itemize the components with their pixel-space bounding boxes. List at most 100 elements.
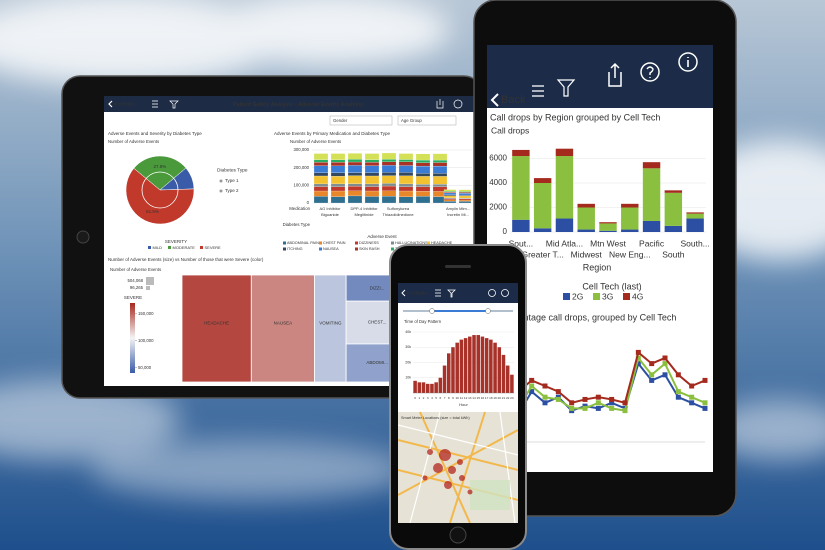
bar-segment — [364, 175, 380, 185]
legend-title: Adverse Event — [367, 234, 397, 239]
treemap-cell — [181, 274, 252, 383]
share-icon[interactable] — [436, 99, 444, 109]
legend-swatch — [283, 247, 286, 251]
legend-swatch — [391, 241, 394, 245]
line-marker — [702, 377, 708, 383]
nav-bar — [487, 45, 713, 108]
filter-icon[interactable] — [169, 100, 179, 109]
bar-segment — [330, 165, 346, 173]
bar-segment — [555, 156, 574, 219]
bar-segment — [415, 173, 431, 177]
x-tick-label: 14 — [472, 396, 476, 400]
bar-segment — [415, 191, 431, 197]
bar-segment — [347, 165, 363, 173]
legend-swatch — [283, 241, 286, 245]
treemap-label: HEADACHE — [204, 320, 229, 325]
legend-marker — [219, 189, 223, 193]
bar-segment — [347, 183, 363, 187]
x-tick-label: 9 — [452, 396, 454, 400]
bar-segment — [313, 196, 329, 204]
legend-swatch — [319, 241, 322, 245]
filter-icon[interactable] — [556, 79, 576, 97]
bar-segment — [664, 225, 683, 232]
back-label[interactable]: Portfolio — [114, 102, 134, 108]
back-chevron[interactable] — [108, 100, 113, 108]
slider-handle[interactable] — [485, 308, 491, 314]
bar — [480, 336, 485, 393]
bar-segment — [347, 195, 363, 204]
back-chevron[interactable] — [401, 289, 406, 297]
bar-segment — [642, 220, 661, 232]
nav-icons[interactable] — [435, 289, 509, 298]
list-icon[interactable] — [152, 100, 158, 108]
help-icon[interactable] — [640, 62, 660, 82]
bar-segment — [443, 194, 457, 196]
bar-segment — [381, 161, 397, 166]
legend-swatch — [168, 246, 171, 249]
line-marker — [662, 355, 668, 361]
pie-label: 27.8% — [153, 164, 166, 169]
share-icon[interactable] — [608, 62, 622, 87]
back-chevron[interactable] — [490, 93, 499, 107]
bar-segment — [381, 196, 397, 204]
screen-title: Patient Safety Analysis - Adverse Events… — [233, 102, 363, 108]
chart-title: Percentage call drops, grouped by Cell T… — [500, 312, 676, 322]
x-tick-label: 8 — [448, 396, 450, 400]
bar-segment — [330, 162, 346, 167]
bar — [430, 383, 434, 393]
treemap-label: VOMITING — [319, 320, 342, 325]
bar-segment — [381, 190, 397, 197]
bar-segment — [415, 184, 431, 187]
legend-swatch — [148, 246, 151, 249]
bar-segment — [533, 183, 552, 229]
slider-handle[interactable] — [429, 308, 435, 314]
line-series — [504, 355, 706, 412]
bar-segment — [432, 173, 448, 177]
x-tick-label: DPP-4 Inhibitor — [350, 206, 378, 211]
bar-segment — [599, 230, 617, 232]
bar-segment — [621, 229, 639, 232]
line-marker — [689, 400, 695, 406]
bar-segment — [381, 183, 397, 187]
legend-title: Number of Adverse Events — [110, 267, 161, 272]
bar-segment — [443, 199, 457, 202]
bar — [505, 365, 510, 393]
pie-label: 61.5% — [146, 209, 159, 214]
legend-label: 4G — [632, 291, 643, 301]
x-tick-label: Pacific — [639, 238, 665, 248]
back-label[interactable]: Back — [501, 94, 526, 106]
filter-dropdown[interactable] — [397, 115, 457, 126]
bar — [434, 382, 438, 393]
bar-segment — [443, 189, 457, 192]
bar — [463, 338, 468, 393]
info-icon[interactable] — [678, 52, 698, 72]
bar-segment — [443, 191, 457, 194]
line-series — [504, 350, 706, 405]
x-tick-label: 17 — [485, 396, 489, 400]
size-swatch — [146, 286, 150, 290]
bar-segment — [443, 191, 457, 193]
bar-segment — [398, 196, 414, 204]
line-marker — [609, 405, 615, 411]
back-label[interactable]: Portfolio — [407, 291, 427, 297]
filter-dropdown[interactable] — [329, 115, 393, 126]
line-marker — [542, 400, 548, 406]
bar-segment — [533, 228, 552, 232]
help-icon[interactable] — [453, 99, 463, 109]
line-marker — [542, 394, 548, 400]
y-tick-label: 2000 — [489, 203, 507, 212]
line-marker — [622, 408, 628, 414]
line-marker — [555, 396, 561, 402]
legend-label: ABDOMINAL PAIN — [287, 241, 319, 245]
bar-segment — [458, 191, 472, 193]
y-tick-label: 40k — [405, 330, 411, 334]
bar-segment — [330, 172, 346, 177]
bar-segment — [458, 194, 472, 197]
x-tick-label: South — [662, 249, 684, 259]
bar-segment — [458, 199, 472, 202]
line-marker — [649, 361, 655, 367]
x-tick-label: 3 — [427, 396, 429, 400]
treemap-label: CHEST... — [368, 320, 387, 325]
list-icon[interactable] — [532, 85, 544, 97]
legend-swatch — [563, 293, 570, 300]
